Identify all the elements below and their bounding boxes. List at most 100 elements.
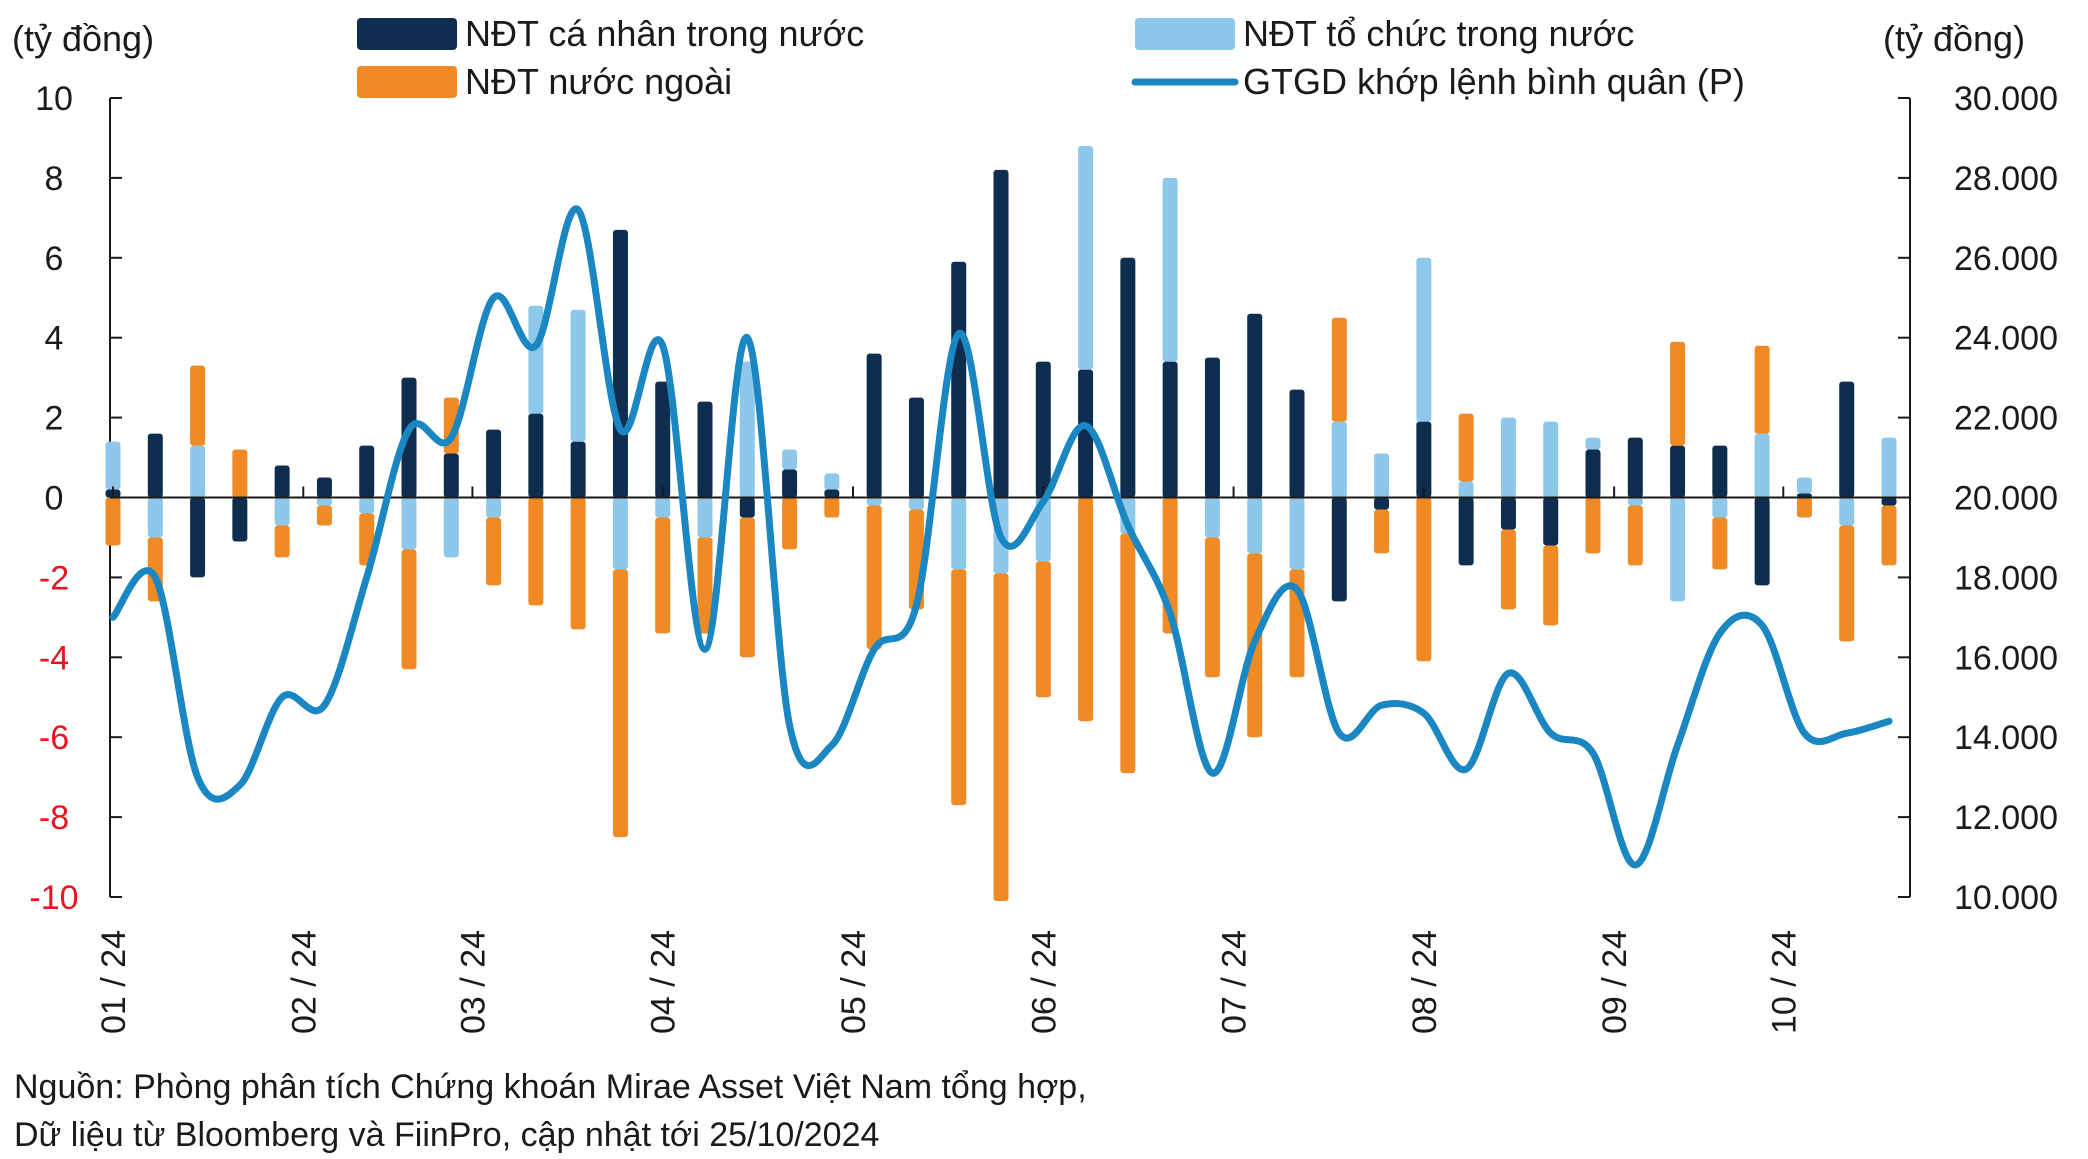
bar-individual	[739, 497, 755, 518]
bar-foreign	[1543, 545, 1559, 626]
bar-institutional	[1881, 437, 1897, 498]
bar-individual	[147, 433, 163, 498]
bar-individual	[1839, 381, 1855, 498]
bar-individual	[908, 397, 924, 498]
right-tick-label: 30.000	[1954, 80, 2058, 118]
bar-institutional	[274, 497, 290, 526]
bar-institutional	[1289, 497, 1305, 570]
bar-foreign	[1881, 505, 1897, 566]
bar-foreign	[866, 505, 882, 650]
bar-institutional	[655, 497, 671, 518]
left-tick-label: 6	[45, 240, 64, 278]
bar-individual	[1754, 497, 1770, 586]
bar-institutional	[570, 309, 586, 442]
bar-institutional	[1204, 497, 1220, 538]
bar-individual	[993, 169, 1009, 498]
x-tick-label: 05 / 24	[835, 930, 873, 1034]
bar-individual	[1712, 445, 1728, 498]
legend-label-turnover: GTGD khớp lệnh bình quân (P)	[1243, 61, 1745, 102]
bar-institutional	[1078, 145, 1094, 370]
left-tick-label: 8	[45, 160, 64, 198]
bar-foreign	[1078, 497, 1094, 722]
bar-foreign	[1331, 317, 1347, 422]
left-tick-label: -8	[39, 799, 69, 837]
left-tick-label: -4	[39, 639, 69, 677]
left-tick-label: 2	[45, 400, 64, 438]
left-tick-label: 10	[35, 80, 73, 118]
right-tick-label: 18.000	[1954, 559, 2058, 597]
bar-foreign	[1839, 525, 1855, 642]
bar-institutional	[443, 497, 459, 558]
bar-institutional	[1627, 497, 1643, 506]
bar-institutional	[908, 497, 924, 510]
bar-individual	[1162, 361, 1178, 498]
bar-foreign	[570, 497, 586, 630]
x-tick-label: 07 / 24	[1216, 930, 1254, 1034]
bar-individual	[190, 497, 206, 578]
bar-institutional	[1796, 477, 1812, 494]
legend-swatch-individual	[357, 18, 457, 50]
left-tick-label: -6	[39, 719, 69, 757]
bar-institutional	[1500, 417, 1516, 498]
bar-foreign	[782, 497, 798, 550]
bar-individual	[570, 441, 586, 498]
right-tick-label: 26.000	[1954, 240, 2058, 278]
bar-institutional	[1331, 421, 1347, 498]
bar-individual	[486, 429, 502, 498]
bar-individual	[1120, 257, 1136, 498]
bar-foreign	[1374, 509, 1390, 554]
bar-individual	[782, 469, 798, 498]
right-tick-label: 28.000	[1954, 160, 2058, 198]
bar-institutional	[1839, 497, 1855, 526]
bar-institutional	[359, 497, 375, 514]
bar-individual	[1881, 497, 1897, 506]
x-tick-label: 10 / 24	[1765, 930, 1803, 1034]
bar-foreign	[1754, 345, 1770, 434]
x-tick-label: 02 / 24	[285, 930, 323, 1034]
bar-institutional	[782, 449, 798, 470]
bar-foreign	[105, 497, 121, 546]
bar-individual	[1416, 421, 1432, 498]
bar-foreign	[739, 517, 755, 658]
bar-foreign	[190, 365, 206, 446]
bar-institutional	[1374, 453, 1390, 498]
bar-individual	[401, 377, 417, 498]
x-tick-label: 03 / 24	[454, 930, 492, 1034]
left-axis-title: (tỷ đồng)	[12, 18, 155, 59]
legend-swatch-foreign	[357, 66, 457, 98]
bar-individual	[612, 229, 628, 498]
bar-institutional	[486, 497, 502, 518]
right-axis-title: (tỷ đồng)	[1883, 18, 2026, 59]
bar-institutional	[316, 497, 332, 506]
bar-foreign	[1416, 497, 1432, 662]
bar-individual	[1078, 369, 1094, 498]
bar-individual	[1331, 497, 1347, 602]
chart-canvas: 10 8 6 4 2 0 -2 -4 -6 -8 -10 30.000 28.000 26.000 24.0…	[29, 13, 2058, 1034]
bar-individual	[1500, 497, 1516, 530]
legend-label-institutional: NĐT tổ chức trong nước	[1243, 13, 1634, 54]
bar-individual	[655, 381, 671, 498]
bar-institutional	[1416, 257, 1432, 422]
bar-institutional	[866, 497, 882, 506]
x-tick-label: 06 / 24	[1025, 930, 1063, 1034]
right-tick-label: 24.000	[1954, 320, 2058, 358]
x-tick-label: 09 / 24	[1596, 930, 1634, 1034]
turnover-line	[109, 205, 1893, 869]
bar-individual	[951, 261, 967, 498]
legend-label-individual: NĐT cá nhân trong nước	[465, 13, 864, 54]
bar-individual	[1289, 389, 1305, 498]
bar-foreign	[528, 497, 544, 606]
bar-individual	[1543, 497, 1559, 546]
bar-institutional	[824, 473, 840, 490]
bar-foreign	[232, 449, 248, 498]
left-tick-label: 0	[45, 480, 64, 518]
bar-institutional	[401, 497, 417, 550]
bar-individual	[1585, 449, 1601, 498]
bar-institutional	[1585, 437, 1601, 450]
bar-foreign	[993, 573, 1009, 901]
bar-institutional	[1543, 421, 1559, 498]
bar-individual	[1204, 357, 1220, 498]
bar-foreign	[1712, 517, 1728, 570]
bar-foreign	[274, 525, 290, 558]
bar-institutional	[1162, 177, 1178, 362]
